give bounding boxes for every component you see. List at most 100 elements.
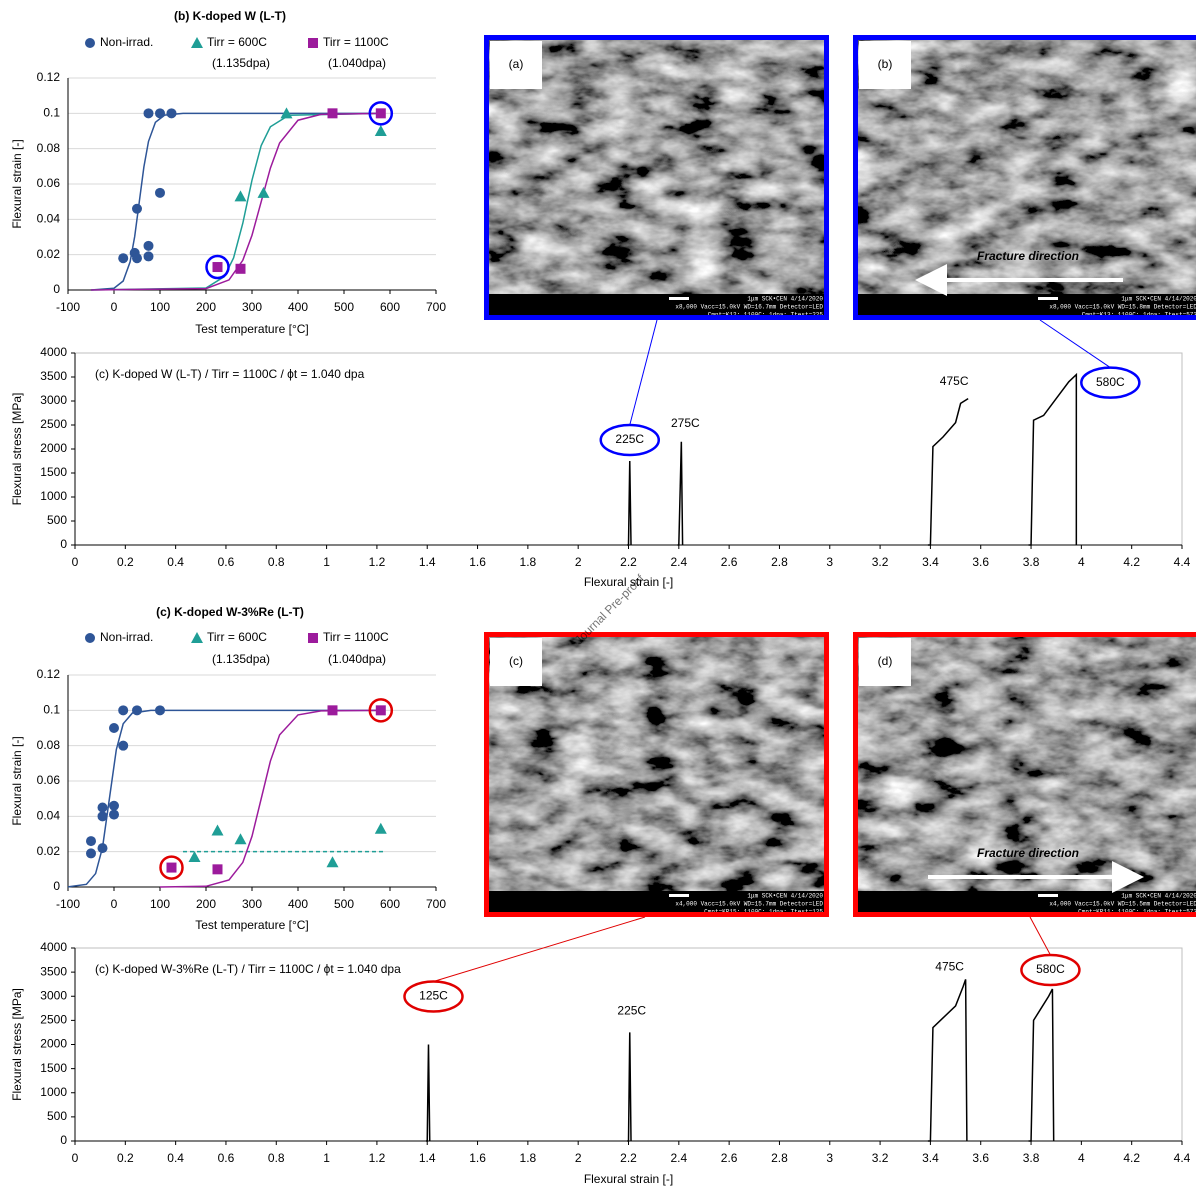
chart-title: (c) K-doped W-3%Re (L-T) bbox=[156, 605, 304, 619]
scale-bar bbox=[1038, 297, 1058, 300]
panel-label: (d) bbox=[878, 654, 893, 668]
x-tick-label: 4 bbox=[1078, 1151, 1085, 1165]
legend-marker bbox=[85, 633, 95, 643]
legend-label: Tirr = 1100C bbox=[323, 35, 389, 49]
curve-label: 580C bbox=[1096, 375, 1125, 389]
y-tick-label: 0.02 bbox=[37, 247, 61, 261]
x-axis-label: Test temperature [°C] bbox=[195, 322, 309, 336]
curve-label: 475C bbox=[935, 960, 964, 974]
x-tick-label: 500 bbox=[334, 897, 354, 911]
y-tick-label: 0.04 bbox=[37, 212, 61, 226]
legend-label: Tirr = 1100C bbox=[323, 630, 389, 644]
x-axis-label: Flexural strain [-] bbox=[584, 1172, 673, 1186]
legend-label: Tirr = 600C bbox=[207, 35, 267, 49]
x-tick-label: 4.2 bbox=[1123, 1151, 1140, 1165]
legend-label: Tirr = 600C bbox=[207, 630, 267, 644]
data-point bbox=[236, 264, 246, 274]
y-tick-label: 0.02 bbox=[37, 844, 61, 858]
x-tick-label: 1.6 bbox=[469, 1151, 486, 1165]
y-tick-label: 3500 bbox=[40, 369, 67, 383]
image-caption: x4,000 Vacc=15.0kV WD=15.7mm Detector=LE… bbox=[675, 901, 823, 908]
x-tick-label: -100 bbox=[56, 897, 80, 911]
y-tick-label: 3000 bbox=[40, 988, 67, 1002]
y-tick-label: 0 bbox=[53, 879, 60, 893]
page: 1μm SCK•CEN 4/14/2020x8,000 Vacc=15.0kV … bbox=[0, 0, 1196, 1193]
x-tick-label: 0.2 bbox=[117, 1151, 134, 1165]
data-point bbox=[375, 125, 387, 136]
legend-marker bbox=[308, 633, 318, 643]
x-tick-label: 1 bbox=[323, 1151, 330, 1165]
curve-label: 275C bbox=[671, 416, 700, 430]
legend-label: Non-irrad. bbox=[100, 630, 153, 644]
chart-title: (c) K-doped W-3%Re (L-T) / Tirr = 1100C … bbox=[95, 962, 401, 976]
x-tick-label: 400 bbox=[288, 897, 308, 911]
y-tick-label: 1500 bbox=[40, 1061, 67, 1075]
fit-curve bbox=[91, 113, 381, 290]
legend-label: Non-irrad. bbox=[100, 35, 153, 49]
y-tick-label: 1000 bbox=[40, 489, 67, 503]
x-tick-label: 2.8 bbox=[771, 555, 788, 569]
data-point bbox=[144, 251, 154, 261]
legend-note: (1.040dpa) bbox=[328, 652, 386, 666]
x-tick-label: 0.6 bbox=[218, 1151, 235, 1165]
x-tick-label: 0.4 bbox=[167, 555, 184, 569]
y-tick-label: 1000 bbox=[40, 1085, 67, 1099]
x-tick-label: 0 bbox=[111, 300, 118, 314]
y-tick-label: 0.06 bbox=[37, 773, 61, 787]
x-tick-label: 200 bbox=[196, 897, 216, 911]
x-tick-label: 0.6 bbox=[218, 555, 235, 569]
y-tick-label: 2500 bbox=[40, 1013, 67, 1027]
x-tick-label: 2 bbox=[575, 1151, 582, 1165]
y-tick-label: 0 bbox=[60, 1133, 67, 1147]
x-tick-label: 500 bbox=[334, 300, 354, 314]
data-point bbox=[189, 851, 201, 862]
data-point bbox=[144, 241, 154, 251]
scale-bar bbox=[1038, 894, 1058, 897]
data-point bbox=[167, 863, 177, 873]
y-tick-label: 0.12 bbox=[37, 70, 61, 84]
x-tick-label: 2.6 bbox=[721, 1151, 738, 1165]
x-tick-label: 3.2 bbox=[872, 555, 889, 569]
data-point bbox=[328, 705, 338, 715]
stress-strain-curve bbox=[1029, 375, 1077, 545]
x-tick-label: 200 bbox=[196, 300, 216, 314]
image-caption: 1μm SCK•CEN 4/14/2020 bbox=[747, 296, 823, 303]
figure: 1μm SCK•CEN 4/14/2020x8,000 Vacc=15.0kV … bbox=[0, 0, 1196, 1193]
image-caption: 1μm SCK•CEN 4/14/2020 bbox=[747, 893, 823, 900]
x-tick-label: 700 bbox=[426, 897, 446, 911]
stress-strain-curve bbox=[426, 1045, 430, 1142]
x-tick-label: 2.4 bbox=[670, 1151, 687, 1165]
x-tick-label: 2.8 bbox=[771, 1151, 788, 1165]
legend-note: (1.040dpa) bbox=[328, 56, 386, 70]
data-point bbox=[132, 204, 142, 214]
stress-strain-curve bbox=[1029, 989, 1054, 1141]
x-tick-label: 3 bbox=[826, 1151, 833, 1165]
stress-strain-curve bbox=[627, 1032, 631, 1141]
legend-marker bbox=[191, 37, 203, 48]
y-tick-label: 1500 bbox=[40, 465, 67, 479]
x-axis-label: Test temperature [°C] bbox=[195, 918, 309, 932]
x-tick-label: 3.4 bbox=[922, 555, 939, 569]
image-caption: x8,000 Vacc=15.0kV WD=16.7mm Detector=LE… bbox=[675, 304, 823, 311]
x-tick-label: 2.6 bbox=[721, 555, 738, 569]
x-tick-label: 1.8 bbox=[520, 1151, 537, 1165]
stress-strain-curve bbox=[627, 461, 631, 545]
x-tick-label: 3.2 bbox=[872, 1151, 889, 1165]
legend-marker bbox=[85, 38, 95, 48]
data-point bbox=[118, 741, 128, 751]
x-tick-label: 2 bbox=[575, 555, 582, 569]
x-tick-label: 600 bbox=[380, 897, 400, 911]
legend-note: (1.135dpa) bbox=[212, 652, 270, 666]
y-tick-label: 0 bbox=[53, 282, 60, 296]
data-point bbox=[327, 856, 339, 867]
panel-label: (b) bbox=[878, 57, 893, 71]
panel-label: (c) bbox=[509, 654, 523, 668]
y-axis-label: Flexural stress [MPa] bbox=[10, 988, 24, 1101]
stress-strain-curve bbox=[928, 979, 967, 1141]
x-tick-label: 0 bbox=[111, 897, 118, 911]
data-point bbox=[212, 824, 224, 835]
curve-label: 225C bbox=[617, 1004, 646, 1018]
connector-line bbox=[433, 917, 645, 982]
data-point bbox=[375, 823, 387, 834]
y-axis-label: Flexural stress [MPa] bbox=[10, 393, 24, 506]
